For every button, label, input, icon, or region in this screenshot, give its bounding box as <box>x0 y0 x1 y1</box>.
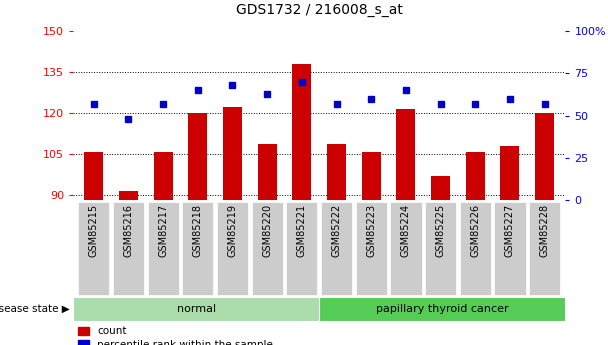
FancyBboxPatch shape <box>252 202 283 295</box>
Text: GSM85224: GSM85224 <box>401 204 411 257</box>
Bar <box>327 144 346 200</box>
Bar <box>396 109 415 200</box>
Text: GSM85222: GSM85222 <box>331 204 342 257</box>
Text: GSM85223: GSM85223 <box>366 204 376 257</box>
Bar <box>188 113 207 200</box>
Bar <box>319 297 565 321</box>
Text: GSM85218: GSM85218 <box>193 204 203 257</box>
FancyBboxPatch shape <box>217 202 248 295</box>
Bar <box>500 146 519 200</box>
Text: GSM85216: GSM85216 <box>123 204 133 257</box>
FancyBboxPatch shape <box>425 202 456 295</box>
FancyBboxPatch shape <box>321 202 352 295</box>
FancyBboxPatch shape <box>529 202 560 295</box>
Text: GSM85227: GSM85227 <box>505 204 515 257</box>
Text: GSM85228: GSM85228 <box>540 204 550 257</box>
Text: papillary thyroid cancer: papillary thyroid cancer <box>376 304 509 314</box>
FancyBboxPatch shape <box>78 202 109 295</box>
FancyBboxPatch shape <box>148 202 179 295</box>
Bar <box>535 113 554 200</box>
Text: disease state ▶: disease state ▶ <box>0 304 69 314</box>
Text: GDS1732 / 216008_s_at: GDS1732 / 216008_s_at <box>236 3 402 17</box>
Legend: count, percentile rank within the sample: count, percentile rank within the sample <box>78 326 273 345</box>
FancyBboxPatch shape <box>460 202 491 295</box>
Text: normal: normal <box>176 304 216 314</box>
Bar <box>362 152 381 200</box>
Text: GSM85226: GSM85226 <box>470 204 480 257</box>
Text: GSM85217: GSM85217 <box>158 204 168 257</box>
Text: GSM85221: GSM85221 <box>297 204 307 257</box>
Text: GSM85225: GSM85225 <box>435 204 446 257</box>
FancyBboxPatch shape <box>182 202 213 295</box>
FancyBboxPatch shape <box>286 202 317 295</box>
FancyBboxPatch shape <box>390 202 421 295</box>
FancyBboxPatch shape <box>494 202 525 295</box>
Bar <box>466 152 485 200</box>
Bar <box>292 64 311 200</box>
Text: GSM85220: GSM85220 <box>262 204 272 257</box>
Bar <box>119 190 138 200</box>
Bar <box>223 107 242 200</box>
Text: GSM85219: GSM85219 <box>227 204 238 257</box>
Bar <box>73 297 319 321</box>
FancyBboxPatch shape <box>356 202 387 295</box>
Bar <box>258 144 277 200</box>
Bar <box>154 152 173 200</box>
Bar <box>431 176 450 200</box>
Text: GSM85215: GSM85215 <box>89 204 98 257</box>
Bar <box>85 152 103 200</box>
FancyBboxPatch shape <box>113 202 144 295</box>
